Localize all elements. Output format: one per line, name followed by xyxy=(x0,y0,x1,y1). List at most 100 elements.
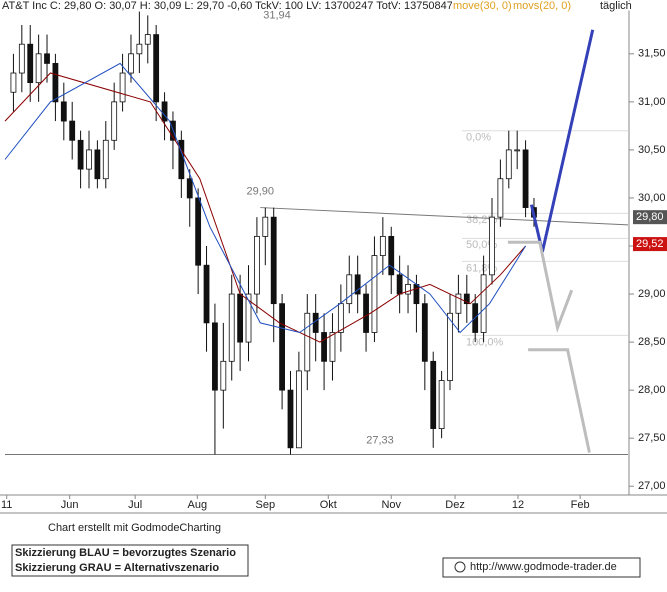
candle-body xyxy=(245,293,252,343)
header: AT&T Inc C: 29,80 O: 30,07 H: 30,09 L: 2… xyxy=(2,0,453,12)
url: http://www.godmode-trader.de xyxy=(470,561,617,573)
candle-body xyxy=(203,264,210,324)
candle-body xyxy=(463,293,470,305)
y-tick-label: 28,00 xyxy=(638,384,666,396)
candle-body xyxy=(522,149,529,208)
plot: 27,0027,5028,0028,5029,0029,5030,0030,50… xyxy=(1,9,666,510)
candle-body xyxy=(94,149,101,180)
fib-label: 100,0% xyxy=(466,336,504,348)
trend-label: 29,90 xyxy=(247,185,275,197)
moving-average xyxy=(4,62,527,334)
support-label: 27,33 xyxy=(366,434,394,446)
x-tick-label: 11 xyxy=(1,499,12,511)
y-tick-label: 30,50 xyxy=(638,144,666,156)
y-tick-label: 28,50 xyxy=(638,336,666,348)
candle-body xyxy=(396,274,403,295)
candle-body xyxy=(346,274,353,305)
legend-entry: move(30, 0) xyxy=(453,0,512,12)
candle-body xyxy=(262,216,269,237)
y-tick-label: 27,00 xyxy=(638,480,666,492)
legend-box xyxy=(11,544,249,577)
x-tick-label: Feb xyxy=(571,499,590,511)
candle-body xyxy=(102,139,109,180)
copyright-icon xyxy=(454,561,466,573)
candle-body xyxy=(295,370,302,449)
candle-body xyxy=(220,360,227,391)
price-box xyxy=(633,210,667,225)
scenario-legend: Skizzierung GRAU = Alternativszenario xyxy=(15,562,219,574)
x-tick-label: Okt xyxy=(320,499,337,511)
candle-body xyxy=(279,303,285,391)
candle-body xyxy=(128,53,134,74)
candle-body xyxy=(455,293,462,314)
candle-body xyxy=(270,216,277,305)
peak-label: 31,94 xyxy=(263,9,291,21)
candle-body xyxy=(413,284,420,305)
x-tick-label: Jul xyxy=(128,499,142,511)
scenario-line xyxy=(507,240,591,453)
footer: Chart erstellt mit GodmodeCharting xyxy=(48,522,221,534)
candle-body xyxy=(153,34,160,103)
candle-body xyxy=(388,235,395,276)
candle-body xyxy=(86,149,92,170)
y-tick-label: 31,00 xyxy=(638,96,666,108)
candle-body xyxy=(329,332,336,362)
moving-average xyxy=(4,72,526,343)
candle-body xyxy=(321,332,327,362)
candle-body xyxy=(18,43,25,74)
candle-body xyxy=(497,178,504,218)
trendline xyxy=(260,207,629,226)
candle-body xyxy=(60,101,67,122)
legend-entry: movs(20, 0) xyxy=(513,0,571,12)
candle-body xyxy=(27,43,34,84)
candle-body xyxy=(161,101,168,122)
candle-body xyxy=(505,149,512,180)
y-tick-label: 31,50 xyxy=(638,48,666,60)
candle-body xyxy=(111,101,118,141)
candle-body xyxy=(363,293,369,333)
candle-body xyxy=(354,274,361,295)
candle-body xyxy=(489,216,495,276)
candle-body xyxy=(228,293,235,362)
candle-body xyxy=(77,139,84,170)
price-label: 29,52 xyxy=(636,238,664,250)
x-tick-label: Jun xyxy=(61,499,79,511)
y-tick-label: 30,00 xyxy=(638,192,666,204)
candle-body xyxy=(119,72,126,103)
candle-body xyxy=(186,178,193,199)
url-box xyxy=(442,557,641,578)
candle-body xyxy=(69,120,76,141)
x-tick-label: Sep xyxy=(256,499,276,511)
candle-body xyxy=(287,389,294,449)
y-tick-label: 27,50 xyxy=(638,432,666,444)
candle-body xyxy=(421,303,428,362)
price-label: 29,80 xyxy=(636,211,664,223)
candle-body xyxy=(514,149,521,152)
candle-body xyxy=(379,235,386,257)
candle-body xyxy=(35,53,42,84)
candle-body xyxy=(480,274,487,333)
candle-body xyxy=(52,63,59,103)
fib-label: 0,0% xyxy=(466,132,491,144)
candle-body xyxy=(430,360,437,429)
candle-body xyxy=(371,255,378,333)
candle-body xyxy=(212,322,218,391)
candle-body xyxy=(447,312,453,381)
candle-body xyxy=(195,197,202,266)
candle-body xyxy=(144,34,151,45)
candle-body xyxy=(237,293,244,343)
scenario-legend: Skizzierung BLAU = bevorzugtes Szenario xyxy=(15,547,236,559)
price-box xyxy=(633,237,667,252)
candle-body xyxy=(337,303,344,333)
candle-body xyxy=(44,53,50,64)
candle-body xyxy=(304,312,311,372)
candle-body xyxy=(136,43,143,55)
x-tick-label: 12 xyxy=(512,499,524,511)
x-tick-label: Dez xyxy=(445,499,465,511)
candle-body xyxy=(254,235,260,295)
x-tick-label: Nov xyxy=(381,499,401,511)
x-tick-label: Aug xyxy=(188,499,208,511)
candle-body xyxy=(405,284,411,295)
